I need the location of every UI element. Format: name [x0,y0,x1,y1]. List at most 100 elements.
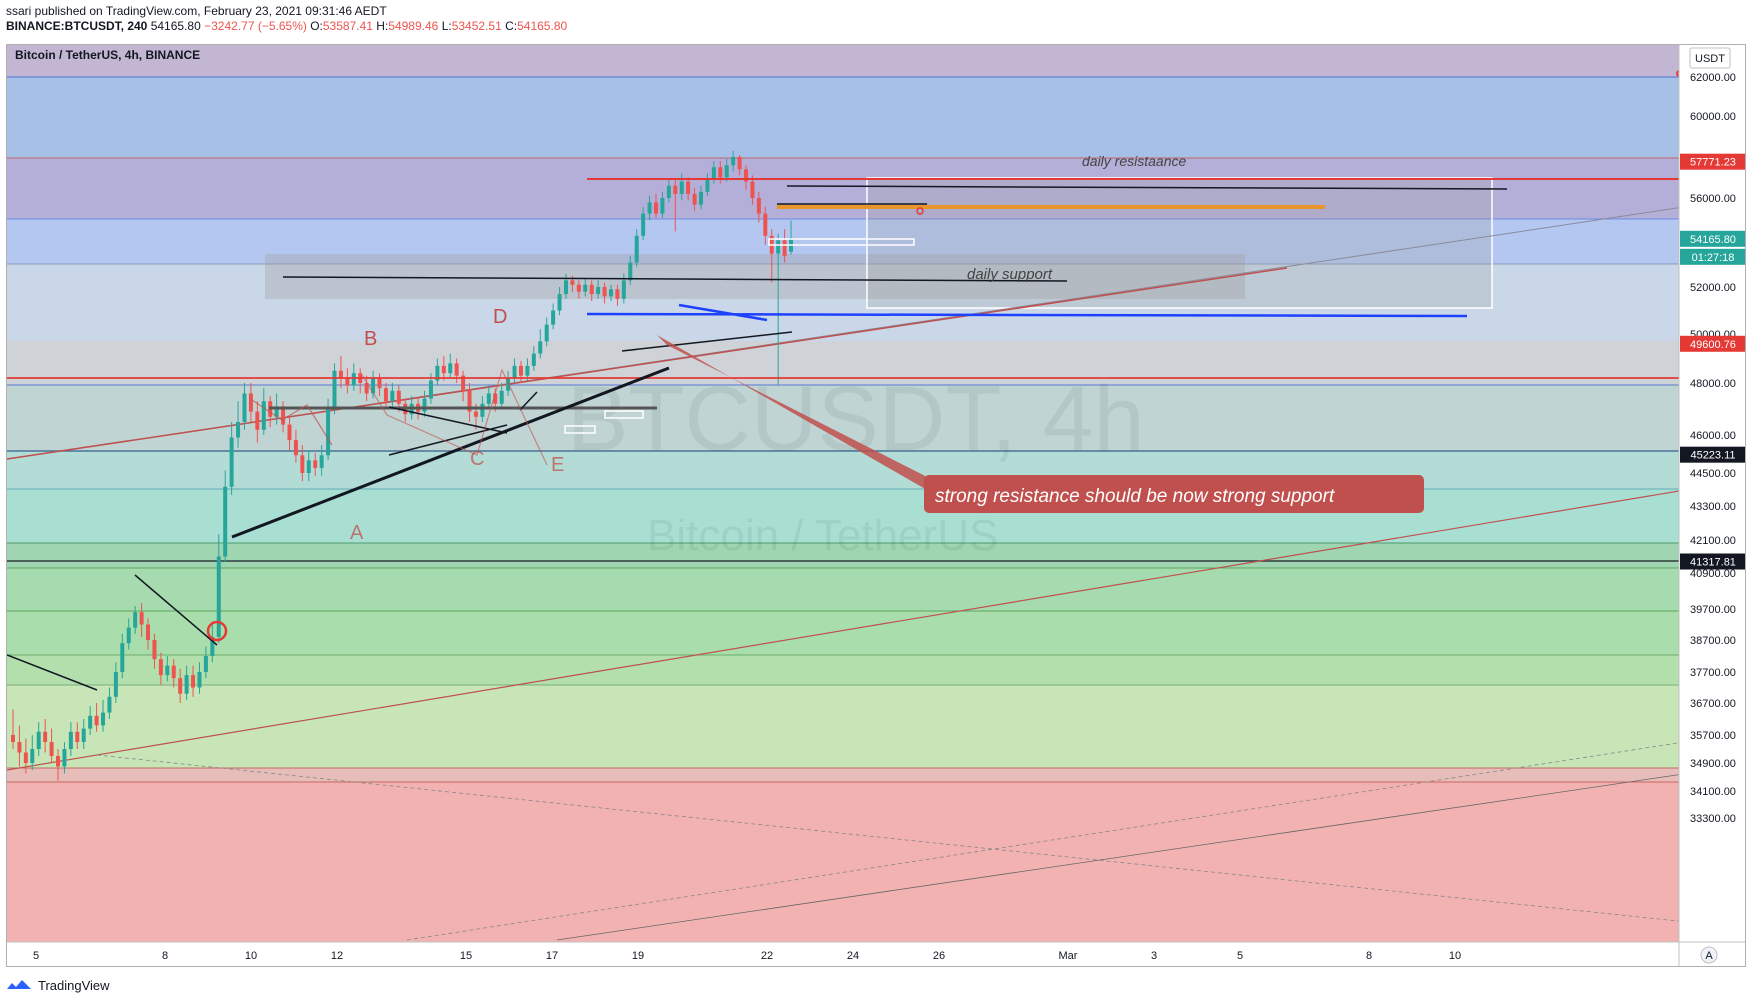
price-label: 37700.00 [1690,667,1736,679]
band-12 [7,655,1679,685]
price-label: 40900.00 [1690,568,1736,580]
candle-116 [756,191,761,223]
breakout-circle [206,620,228,642]
candle-83 [544,317,549,347]
price-tag: 57771.23 [1680,153,1745,170]
candle-79 [518,360,523,383]
candle-body [467,390,472,412]
black-uptrend [231,366,670,539]
small-box-1 [564,425,596,434]
wave-label-b: B [364,328,377,350]
candle-body [377,378,382,389]
candle-98 [641,206,646,241]
candle-44 [293,429,298,463]
close-label: C: [505,19,518,33]
price-label: 60000.00 [1690,111,1736,123]
candle-92 [602,282,607,304]
candle-84 [551,303,556,330]
candle-14 [101,699,106,732]
candle-19 [133,606,138,634]
time-axis-bg [7,942,1679,966]
candle-23 [158,652,163,685]
candle-body [750,181,755,198]
candle-body [216,556,221,637]
price-tag-text: 45223.11 [1690,450,1735,462]
candle-56 [371,370,376,399]
candle-body [782,240,787,256]
price-chart[interactable]: BTCUSDT, 4h Bitcoin / TetherUS [7,45,1746,967]
currency-badge[interactable] [1689,47,1731,69]
candle-119 [776,233,781,386]
candle-body [293,440,298,456]
mid-black-line [282,276,1068,282]
triangle-small [519,391,538,411]
candle-body [81,728,86,742]
price-label: 42100.00 [1690,535,1736,547]
auto-scale-label: A [1705,950,1713,962]
footer: TradingView [6,978,110,993]
candle-1 [17,725,22,767]
candle-93 [608,284,613,302]
candle-body [711,167,716,180]
price-label: 43300.00 [1690,501,1736,513]
price-label: 34100.00 [1690,786,1736,798]
candle-body [274,406,279,417]
wave-label-c: C [470,448,484,470]
wave-label-e: E [551,454,564,476]
price-change: −3242.77 (−5.65%) [204,19,307,33]
price-label: 34900.00 [1690,758,1736,770]
candle-body [191,675,196,688]
candle-80 [525,358,530,381]
black-short-line [621,331,793,352]
candle-body [615,289,620,299]
candle-body [602,287,607,297]
candle-body [300,455,305,473]
candle-18 [126,618,131,650]
time-axis-labels: 5 8 10 12 15 17 19 22 24 26 Mar 3 5 8 10 [33,950,1461,962]
candle-25 [171,659,176,688]
candle-body [197,672,202,688]
price-tags: 57771.23 54165.80 01:27:18 49600.76 45223.11… [1680,153,1745,570]
legend-title: Bitcoin / TetherUS, 4h, BINANCE [15,48,200,62]
candle-117 [763,206,768,245]
price-tag-bg [1680,446,1745,463]
candle-body [660,198,665,214]
black-downtrend [134,574,218,646]
candle-5 [43,719,48,753]
candle-body [525,365,530,376]
candle-body [11,735,15,742]
candle-78 [512,358,517,383]
candle-26 [178,668,183,703]
candle-body [699,191,704,205]
candle-body [544,324,549,342]
candle-7 [56,749,61,781]
auto-scale-button[interactable] [1700,946,1718,964]
close-value: 54165.80 [517,19,568,33]
candle-111 [724,159,729,182]
band-14 [7,768,1679,782]
candle-body [43,731,48,742]
time-label: 17 [546,950,558,962]
candle-body [428,380,433,399]
price-tag-text: 49600.76 [1690,339,1736,351]
time-label: 24 [847,950,859,962]
candle-body [737,157,742,170]
candle-16 [113,662,118,703]
wave-label-a: A [350,522,364,544]
candle-85 [557,287,562,316]
candle-101 [660,191,665,219]
candle-body [126,627,131,644]
candle-body [383,388,388,402]
dashed-trend-up [406,739,1698,941]
candle-0 [11,709,15,749]
price-tag-text: 41317.81 [1690,557,1736,569]
candle-74 [486,385,491,409]
candle-body [351,373,356,386]
candle-body [531,353,536,366]
candle-body [94,715,99,726]
candle-115 [750,175,755,205]
horizontal-levels [7,76,1679,783]
chart-area[interactable]: BTCUSDT, 4h Bitcoin / TetherUS [6,44,1746,967]
triangle-upper [388,406,508,434]
price-label: 48000.00 [1690,378,1736,390]
